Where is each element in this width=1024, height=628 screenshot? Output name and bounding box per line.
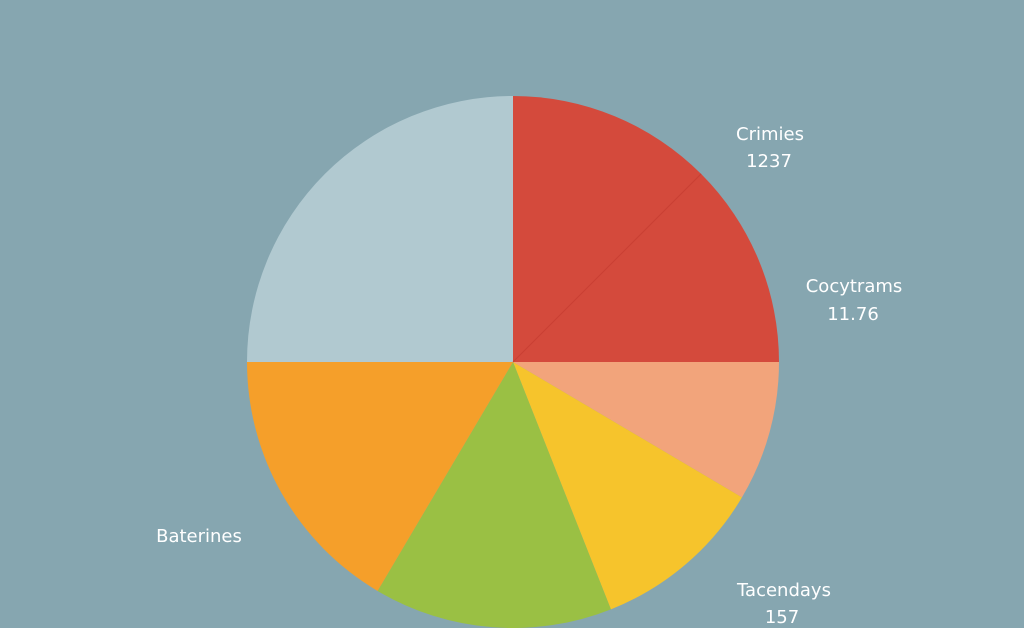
pie-slice-tacendays — [513, 362, 742, 610]
label-crimies-name: Crimies — [736, 124, 804, 145]
pie-slice-baterines — [247, 362, 513, 591]
pie-slice-3 — [513, 362, 779, 498]
label-tacendays-value: 157 — [765, 607, 799, 628]
pie-slice-cocytrams — [513, 173, 779, 362]
label-cocytrams-value: 11.76 — [827, 304, 879, 325]
pie-slice-crimies — [513, 96, 702, 362]
pie-slices — [247, 96, 779, 628]
label-tacendays-name: Tacendays — [736, 580, 831, 601]
pie-slice-7 — [247, 96, 513, 362]
label-baterines-name: Baterines — [156, 526, 242, 547]
pie-slice-5 — [377, 362, 611, 628]
slice-divider — [512, 173, 702, 363]
label-cocytrams-name: Cocytrams — [806, 276, 903, 297]
label-crimies-value: 1237 — [746, 151, 792, 172]
